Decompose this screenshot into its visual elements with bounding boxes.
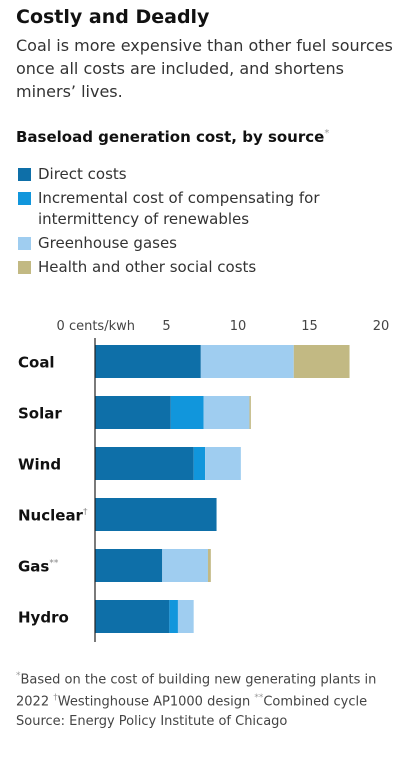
- bar-segment: [95, 498, 217, 531]
- bar-segment: [249, 396, 251, 429]
- bar-segment: [170, 396, 204, 429]
- chart-subtitle: Coal is more expensive than other fuel s…: [16, 36, 393, 101]
- legend-item-greenhouse-gases: Greenhouse gases: [16, 233, 396, 254]
- stacked-bar-chart: 0 cents/kwh 5 10 15 20 Coal Solar Wind Nuclear† G…: [18, 319, 390, 642]
- category-label: Solar: [18, 405, 62, 423]
- chart-heading-text: Baseload generation cost, by source: [16, 128, 325, 146]
- footnote-mark-star: *: [16, 671, 21, 681]
- bar-segment: [162, 549, 208, 582]
- bar-segment: [207, 549, 211, 582]
- chart-title-main: Costly and Deadly: [16, 6, 210, 28]
- legend: Direct costs Incremental cost of compens…: [16, 164, 396, 281]
- x-tick-label: 20: [373, 319, 390, 334]
- category-label: Wind: [18, 456, 61, 474]
- legend-label: Health and other social costs: [38, 258, 257, 276]
- bar-segment: [95, 447, 194, 480]
- bar-segment: [193, 447, 206, 480]
- x-tick-label: 15: [301, 319, 318, 334]
- bar-segment: [203, 396, 250, 429]
- legend-item-health-social: Health and other social costs: [16, 257, 396, 278]
- bar-segment: [95, 345, 201, 378]
- category-label: Nuclear†: [18, 507, 88, 525]
- category-label: Hydro: [18, 609, 69, 627]
- legend-label: Direct costs: [38, 165, 127, 183]
- x-tick-label: 5: [162, 319, 170, 334]
- legend-swatch-health-social: [18, 261, 31, 274]
- footnote-building-cost: Based on the cost of building new genera…: [16, 672, 377, 710]
- footnote-notes: *Based on the cost of building new gener…: [16, 667, 396, 712]
- bar-segment: [293, 345, 350, 378]
- x-tick-label: 0 cents/kwh: [57, 319, 135, 334]
- chart-heading: Baseload generation cost, by source*: [16, 128, 329, 146]
- legend-label: Incremental cost of compensating for int…: [38, 189, 320, 228]
- category-label: Coal: [18, 354, 55, 372]
- category-label: Gas**: [18, 558, 59, 576]
- footnote-mark-double-star: **: [254, 693, 264, 704]
- legend-label: Greenhouse gases: [38, 234, 177, 252]
- footnote: *Based on the cost of building new gener…: [16, 667, 396, 731]
- footnote-nuclear-design: Westinghouse AP1000 design: [57, 694, 251, 710]
- bar-segment: [95, 549, 163, 582]
- legend-swatch-direct-costs: [18, 168, 31, 181]
- bar-segment: [200, 345, 294, 378]
- bar-segment: [95, 396, 171, 429]
- bar-segment: [205, 447, 241, 480]
- footnote-mark-dagger: †: [53, 693, 58, 704]
- bar-segment: [95, 600, 170, 633]
- bar-segment: [169, 600, 178, 633]
- x-tick-label: 10: [230, 319, 247, 334]
- legend-item-direct-costs: Direct costs: [16, 164, 396, 185]
- bar-segment: [177, 600, 194, 633]
- footnote-gas-cycle: Combined cycle: [263, 694, 368, 710]
- chart-heading-mark: *: [324, 128, 330, 139]
- legend-swatch-intermittency: [18, 192, 31, 205]
- legend-item-intermittency: Incremental cost of compensating for int…: [16, 188, 396, 230]
- legend-swatch-greenhouse-gases: [18, 237, 31, 250]
- footnote-source: Source: Energy Policy Institute of Chica…: [16, 713, 288, 729]
